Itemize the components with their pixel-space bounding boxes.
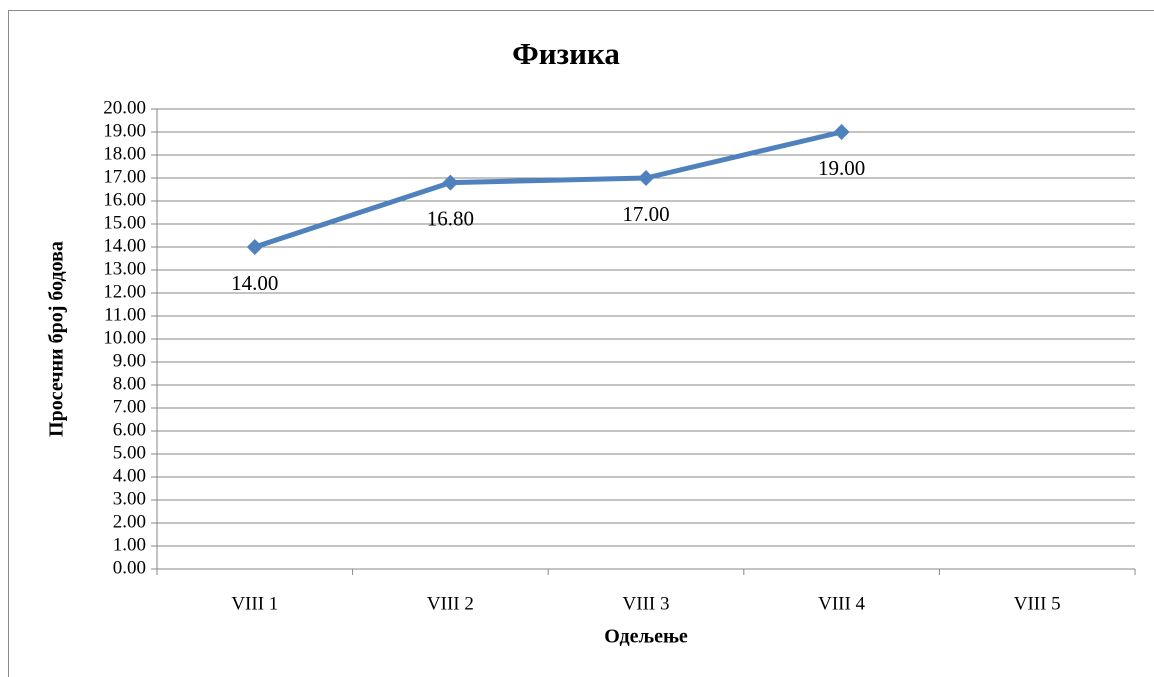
chart-border [8, 10, 1154, 677]
x-tick-label: VIII 4 [818, 593, 865, 614]
y-tick-label: 9.00 [113, 350, 146, 371]
y-tick-label: 6.00 [113, 419, 146, 440]
data-label: 14.00 [231, 271, 278, 295]
y-tick-label: 5.00 [113, 442, 146, 463]
chart-title: Физика [512, 36, 620, 71]
y-tick-label: 15.00 [103, 212, 146, 233]
y-tick-label: 4.00 [113, 465, 146, 486]
marker [833, 124, 850, 140]
x-tick-label: VIII 3 [623, 593, 670, 614]
y-tick-label: 20.00 [103, 97, 146, 118]
y-tick-label: 12.00 [103, 281, 146, 302]
data-label: 19.00 [818, 156, 865, 180]
y-tick-label: 0.00 [113, 557, 146, 578]
y-tick-label: 13.00 [103, 258, 146, 279]
line [254, 129, 843, 250]
marker [442, 174, 459, 191]
x-tick-label: VIII 5 [1014, 593, 1061, 614]
y-tick-label: 1.00 [113, 534, 146, 555]
y-tick-label: 8.00 [113, 373, 146, 394]
data-label: 17.00 [622, 202, 669, 226]
y-tick-label: 2.00 [113, 511, 146, 532]
data-label: 16.80 [427, 206, 474, 230]
x-tick-label: VIII 2 [427, 593, 474, 614]
y-tick-label: 17.00 [103, 166, 146, 187]
y-tick-label: 18.00 [103, 143, 146, 164]
y-tick-label: 16.00 [103, 189, 146, 210]
x-axis-label: Одељење [604, 626, 688, 648]
y-tick-label: 3.00 [113, 488, 146, 509]
y-axis-label: Просечни број бодова [46, 241, 68, 437]
x-tick-label: VIII 1 [231, 593, 278, 614]
y-tick-label: 14.00 [103, 235, 146, 256]
marker [638, 170, 654, 186]
y-tick-label: 11.00 [104, 304, 146, 325]
y-tick-label: 19.00 [103, 120, 146, 141]
y-tick-label: 10.00 [103, 327, 146, 348]
y-tick-label: 7.00 [113, 396, 146, 417]
marker [246, 239, 263, 255]
